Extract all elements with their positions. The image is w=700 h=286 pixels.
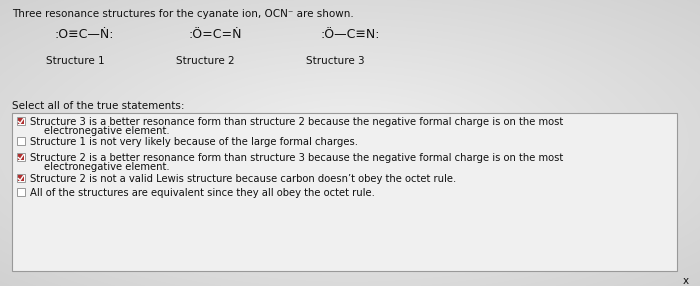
Bar [17, 137, 25, 145]
Bar [18, 118, 24, 124]
Text: electronegative element.: electronegative element. [44, 162, 169, 172]
Bar [17, 174, 25, 182]
Text: x: x [683, 276, 689, 286]
Text: Structure 2 is not a valid Lewis structure because carbon doesn’t obey the octet: Structure 2 is not a valid Lewis structu… [30, 174, 456, 184]
Bar [17, 188, 25, 196]
Text: Structure 2: Structure 2 [176, 56, 234, 66]
Bar [18, 154, 24, 160]
Text: All of the structures are equivalent since they all obey the octet rule.: All of the structures are equivalent sin… [30, 188, 375, 198]
Text: :O≡C—Ṅ:: :O≡C—Ṅ: [55, 28, 115, 41]
Bar [17, 153, 25, 161]
Text: Structure 2 is a better resonance form than structure 3 because the negative for: Structure 2 is a better resonance form t… [30, 153, 564, 163]
Text: Structure 3 is a better resonance form than structure 2 because the negative for: Structure 3 is a better resonance form t… [30, 117, 564, 127]
Text: Structure 3: Structure 3 [306, 56, 364, 66]
Text: Select all of the true statements:: Select all of the true statements: [12, 101, 185, 111]
Bar [18, 175, 24, 181]
Text: Structure 1 is not very likely because of the large formal charges.: Structure 1 is not very likely because o… [30, 137, 358, 147]
Bar [12, 113, 677, 271]
Text: electronegative element.: electronegative element. [44, 126, 169, 136]
Bar [17, 117, 25, 125]
Text: :Ö—C≡N:: :Ö—C≡N: [320, 28, 379, 41]
Text: Three resonance structures for the cyanate ion, OCN⁻ are shown.: Three resonance structures for the cyana… [12, 9, 353, 19]
Text: :Ö=C=Ṅ: :Ö=C=Ṅ [188, 28, 241, 41]
Text: Structure 1: Structure 1 [46, 56, 104, 66]
